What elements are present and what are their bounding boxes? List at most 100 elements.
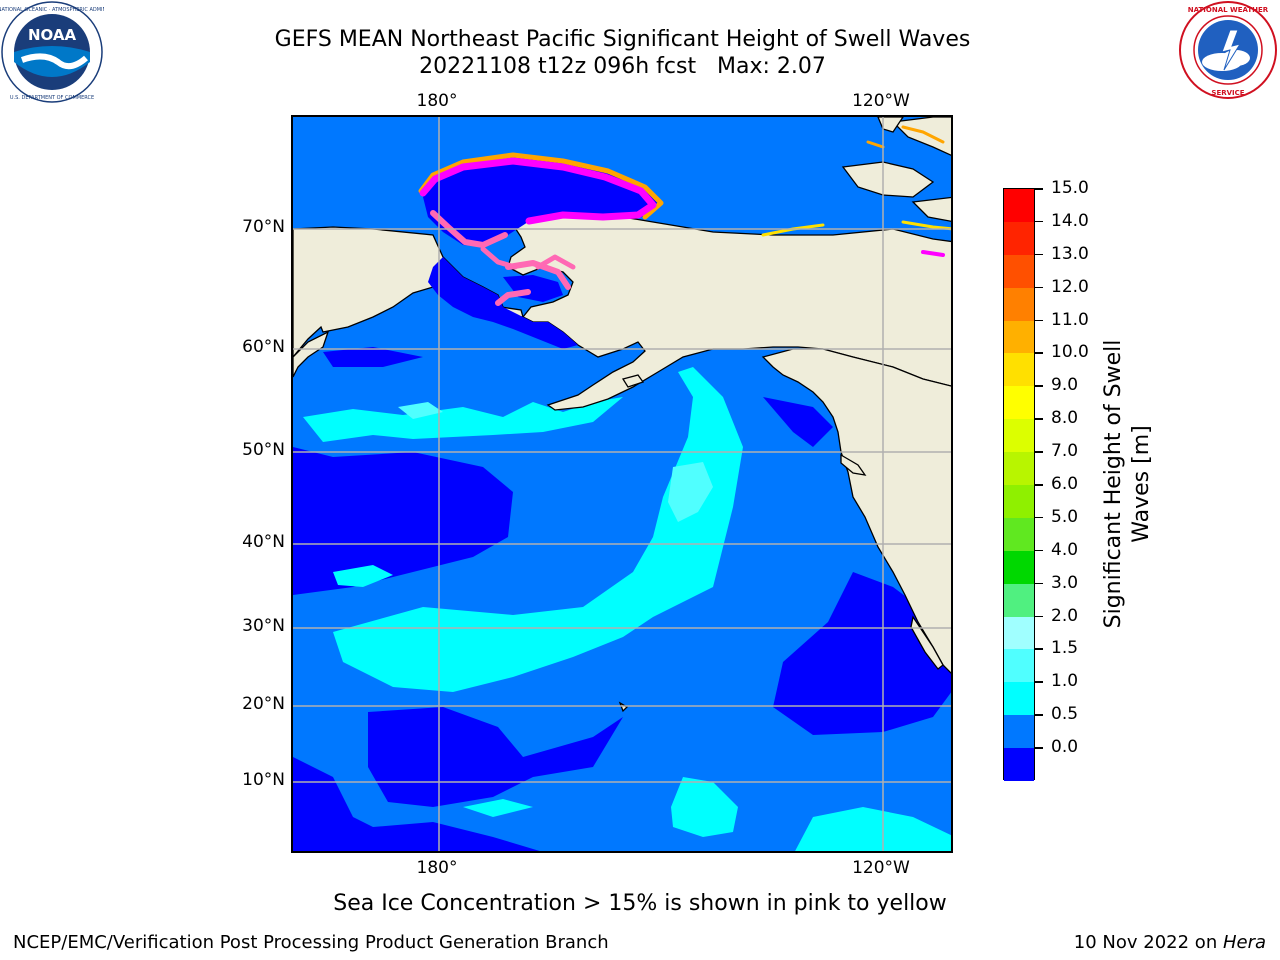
footer-date: 10 Nov 2022 on Hera — [1074, 932, 1266, 954]
colorbar-title-line1: Significant Height of Swell — [1101, 339, 1126, 629]
swell-region-1.5-2.0-b — [398, 402, 443, 419]
sea-ice-edge-hotpink-2 — [480, 246, 576, 270]
land-arctic-island-3 — [911, 196, 951, 222]
colorbar-segment — [1004, 287, 1034, 322]
lat-label-50n: 50°N — [242, 440, 285, 460]
colorbar-tick — [1035, 286, 1043, 289]
colorbar-tick-label: 9.0 — [1051, 375, 1079, 396]
land-arctic-island-2 — [891, 117, 951, 156]
colorbar-tick-label: 2.0 — [1051, 605, 1079, 626]
colorbar-tick — [1035, 615, 1043, 618]
sea-ice-edge-hotpink — [430, 210, 571, 306]
sea-ice-edge-orange — [418, 152, 664, 220]
colorbar-title-line2: Waves [m] — [1129, 425, 1154, 543]
colorbar-segment — [1004, 583, 1034, 618]
land-hawaii — [618, 701, 629, 713]
swell-region-1.0-1.5-arc — [333, 367, 743, 692]
lat-label-20n: 20°N — [242, 694, 285, 714]
colorbar-tick-label: 14.0 — [1051, 210, 1089, 231]
lat-label-40n: 40°N — [242, 532, 285, 552]
lon-label-bottom-120w: 120°W — [852, 858, 910, 878]
land-vancouver-island — [840, 453, 867, 476]
colorbar-tick-label: 7.0 — [1051, 441, 1079, 462]
colorbar-tick — [1035, 451, 1043, 453]
colorbar-tick-label: 0.5 — [1051, 704, 1079, 725]
colorbar-segment — [1004, 485, 1034, 519]
colorbar-segment — [1004, 189, 1034, 223]
bering-sea — [428, 257, 578, 349]
swell-height-map — [293, 117, 951, 851]
colorbar-tick-label: 3.0 — [1051, 572, 1079, 593]
land-baja — [910, 615, 944, 670]
colorbar-tick — [1035, 714, 1043, 716]
colorbar-tick-label: 15.0 — [1051, 178, 1089, 198]
colorbar-tick — [1035, 253, 1043, 256]
footer-credit: NCEP/EMC/Verification Post Processing Pr… — [13, 932, 609, 953]
colorbar-tick — [1035, 385, 1043, 387]
land-alaska — [506, 211, 951, 411]
nws-logo-icon: NATIONAL WEATHER SERVICE — [1179, 1, 1277, 99]
footer-date-text: 10 Nov 2022 on — [1073, 932, 1223, 953]
colorbar-tick — [1035, 648, 1043, 650]
colorbar-tick-label: 11.0 — [1051, 309, 1089, 330]
land-arctic-island-4 — [877, 117, 904, 133]
footer-machine: Hera — [1222, 932, 1266, 953]
swell-region-1.0-1.5-bottom-right — [795, 807, 951, 851]
colorbar-tick — [1035, 484, 1043, 486]
sea-ice-edge-yellow-arctic — [866, 125, 945, 149]
lon-label-top-120w: 120°W — [852, 91, 910, 111]
colorbar-tick-label: 5.0 — [1051, 506, 1079, 527]
colorbar-tick-label: 0.0 — [1051, 737, 1079, 758]
colorbar-segment — [1004, 419, 1034, 453]
colorbar-segment — [1004, 616, 1034, 650]
swell-region-0-0.5-gulf — [763, 397, 833, 447]
colorbar-tick — [1035, 549, 1043, 552]
swell-region-0-0.5-north-pacific — [323, 347, 423, 367]
land-canada — [761, 348, 951, 674]
svg-text:NATIONAL OCEANIC · ATMOSPHERIC: NATIONAL OCEANIC · ATMOSPHERIC ADMIN — [0, 7, 104, 13]
colorbar-segment — [1004, 550, 1034, 585]
sea-ice-note: Sea Ice Concentration > 15% is shown in … — [333, 891, 947, 916]
colorbar-tick-label: 4.0 — [1051, 539, 1079, 560]
colorbar — [1003, 188, 1035, 782]
chart-subtitle: 20221108 t12z 096h fcst Max: 2.07 — [419, 54, 826, 79]
colorbar-tick-label: 12.0 — [1051, 276, 1089, 297]
swell-region-0-0.5-southeast — [773, 572, 951, 735]
colorbar-segment — [1004, 682, 1034, 716]
colorbar-segment — [1004, 386, 1034, 420]
colorbar-tick — [1035, 582, 1043, 585]
land-kodiak — [621, 374, 645, 388]
map-panel — [291, 115, 953, 853]
colorbar-tick — [1035, 188, 1043, 190]
swell-region-1.0-1.5-small — [333, 565, 393, 587]
sea-ice-edge-magenta-ne — [921, 250, 945, 257]
colorbar-tick-label: 13.0 — [1051, 243, 1089, 264]
land-arctic-island-1 — [841, 161, 935, 198]
colorbar-segment — [1004, 748, 1034, 782]
lat-label-10n: 10°N — [242, 770, 285, 790]
colorbar-tick-label: 10.0 — [1051, 342, 1089, 363]
colorbar-tick — [1035, 319, 1043, 322]
lat-label-60n: 60°N — [242, 337, 285, 357]
colorbar-segment — [1004, 320, 1034, 354]
colorbar-segment — [1004, 517, 1034, 552]
colorbar-tick — [1035, 352, 1043, 354]
svg-text:U.S. DEPARTMENT OF COMMERCE: U.S. DEPARTMENT OF COMMERCE — [10, 95, 94, 101]
chart-title: GEFS MEAN Northeast Pacific Significant … — [274, 27, 971, 52]
colorbar-tick-label: 1.0 — [1051, 671, 1079, 692]
noaa-logo-text: NOAA — [28, 26, 77, 44]
swell-region-0-0.5-west — [293, 447, 513, 595]
colorbar-segment — [1004, 649, 1034, 683]
colorbar-segment — [1004, 452, 1034, 486]
lon-label-bottom-180: 180° — [416, 858, 458, 878]
colorbar-tick — [1035, 747, 1043, 749]
colorbar-tick-label: 8.0 — [1051, 408, 1079, 429]
chukchi-sea — [423, 157, 658, 247]
lat-label-70n: 70°N — [242, 217, 285, 237]
lat-label-30n: 30°N — [242, 616, 285, 636]
colorbar-tick-label: 6.0 — [1051, 474, 1079, 494]
svg-text:SERVICE: SERVICE — [1211, 89, 1244, 97]
swell-region-1.5-2.0-a — [668, 462, 713, 522]
colorbar-segment — [1004, 715, 1034, 749]
lon-label-top-180: 180° — [416, 91, 458, 111]
